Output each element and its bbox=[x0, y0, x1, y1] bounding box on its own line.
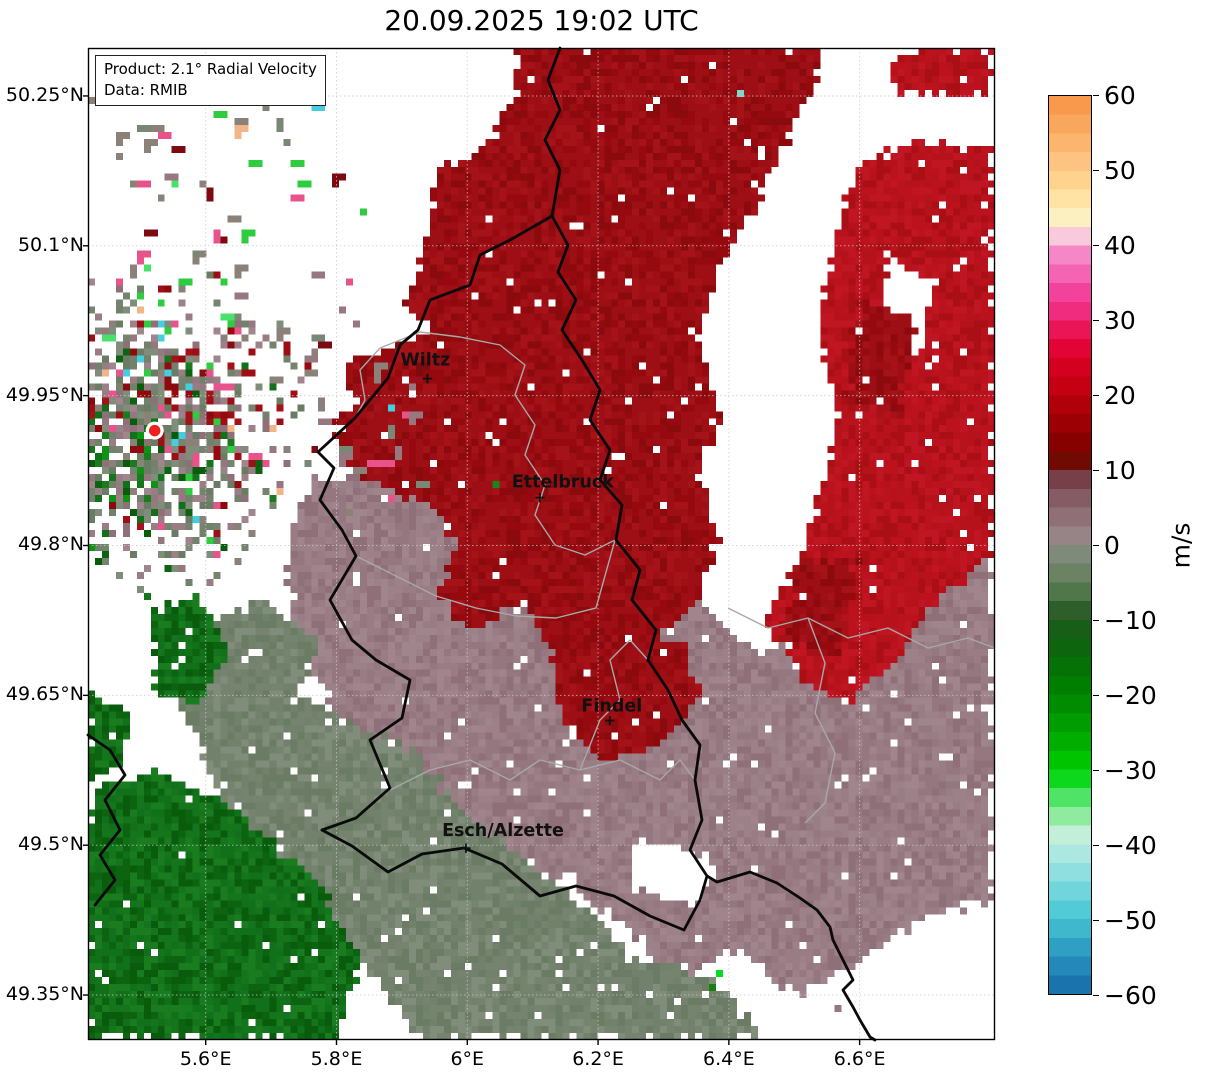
colorbar-tick bbox=[1093, 995, 1099, 996]
colorbar-tick-label: −50 bbox=[1104, 906, 1157, 935]
admin-boundary-line bbox=[804, 617, 836, 824]
admin-boundary-line bbox=[579, 639, 649, 771]
country-border bbox=[550, 214, 709, 878]
product-info-box: Product: 2.1° Radial Velocity Data: RMIB bbox=[95, 55, 326, 106]
colorbar-tick bbox=[1093, 620, 1099, 621]
admin-boundary-line bbox=[727, 607, 996, 649]
colorbar-tick bbox=[1093, 470, 1099, 471]
x-axis-tick-label: 6.6°E bbox=[833, 1048, 886, 1070]
colorbar-tick-label: −30 bbox=[1104, 756, 1157, 785]
colorbar-tick-label: 60 bbox=[1104, 81, 1136, 110]
city-label: Ettelbruck bbox=[512, 473, 615, 493]
y-axis-tick-label: 50.1°N bbox=[17, 233, 84, 256]
y-axis-tick-label: 49.65°N bbox=[5, 683, 84, 706]
admin-boundary-line bbox=[389, 759, 696, 791]
radar-site-marker bbox=[147, 423, 162, 438]
colorbar-tick-label: 10 bbox=[1104, 456, 1136, 485]
y-axis-tick-label: 49.5°N bbox=[17, 833, 84, 856]
colorbar-tick bbox=[1093, 845, 1099, 846]
x-axis-tick-label: 5.8°E bbox=[310, 1048, 363, 1070]
city-marker: + bbox=[534, 489, 547, 507]
colorbar-tick bbox=[1093, 695, 1099, 696]
colorbar-tick bbox=[1093, 245, 1099, 246]
map-plot-area: + Wiltz + Ettelbruck + Findel + Esch/Alzette Pr… bbox=[83, 46, 996, 1045]
x-axis-tick-label: 6°E bbox=[450, 1048, 485, 1070]
country-border bbox=[543, 46, 562, 218]
city-marker: + bbox=[421, 370, 434, 388]
colorbar-tick-label: −10 bbox=[1104, 606, 1157, 635]
y-axis-tick-label: 49.8°N bbox=[17, 533, 84, 556]
y-axis-tick-label: 49.95°N bbox=[5, 383, 84, 406]
colorbar-tick-label: 0 bbox=[1104, 531, 1120, 560]
x-axis-tick-label: 6.4°E bbox=[702, 1048, 755, 1070]
product-line: Product: 2.1° Radial Velocity bbox=[104, 60, 317, 78]
colorbar-tick-label: −60 bbox=[1104, 981, 1157, 1010]
colorbar-tick bbox=[1093, 770, 1099, 771]
colorbar-tick bbox=[1093, 320, 1099, 321]
country-border bbox=[320, 828, 709, 932]
colorbar-tick bbox=[1093, 920, 1099, 921]
city-label: Wiltz bbox=[400, 351, 450, 371]
x-axis-tick-label: 6.2°E bbox=[572, 1048, 624, 1070]
colorbar-tick bbox=[1093, 170, 1099, 171]
colorbar-tick-label: −20 bbox=[1104, 681, 1157, 710]
city-marker: + bbox=[604, 711, 617, 729]
city-marker: + bbox=[460, 839, 473, 857]
y-axis-tick-label: 49.35°N bbox=[5, 983, 84, 1006]
country-border bbox=[86, 733, 127, 907]
colorbar bbox=[1048, 95, 1092, 995]
country-border bbox=[316, 214, 554, 832]
x-axis-tick-label: 5.6°E bbox=[179, 1048, 232, 1070]
admin-boundary-line bbox=[355, 539, 616, 619]
map-overlay: +Wiltz+Ettelbruck+Findel+Esch/Alzette bbox=[83, 46, 996, 1045]
plot-title: 20.09.2025 19:02 UTC bbox=[384, 4, 699, 37]
colorbar-tick-label: 30 bbox=[1104, 306, 1136, 335]
radar-velocity-raster bbox=[88, 48, 995, 1040]
city-label: Findel bbox=[581, 696, 642, 716]
colorbar-tick bbox=[1093, 545, 1099, 546]
colorbar-tick bbox=[1093, 95, 1099, 96]
admin-boundary-line bbox=[354, 347, 381, 419]
colorbar-tick-label: 40 bbox=[1104, 231, 1136, 260]
colorbar-tick-label: −40 bbox=[1104, 831, 1157, 860]
country-border bbox=[705, 870, 877, 1042]
colorbar-tick-label: 20 bbox=[1104, 381, 1136, 410]
data-source-line: Data: RMIB bbox=[104, 81, 188, 99]
admin-boundary-line bbox=[379, 331, 616, 556]
colorbar-tick bbox=[1093, 395, 1099, 396]
colorbar-tick-label: 50 bbox=[1104, 156, 1136, 185]
plot-spine bbox=[87, 47, 996, 1041]
colorbar-unit-label: m/s bbox=[1166, 522, 1196, 569]
y-axis-tick-label: 50.25°N bbox=[5, 83, 84, 106]
city-label: Esch/Alzette bbox=[442, 821, 564, 841]
